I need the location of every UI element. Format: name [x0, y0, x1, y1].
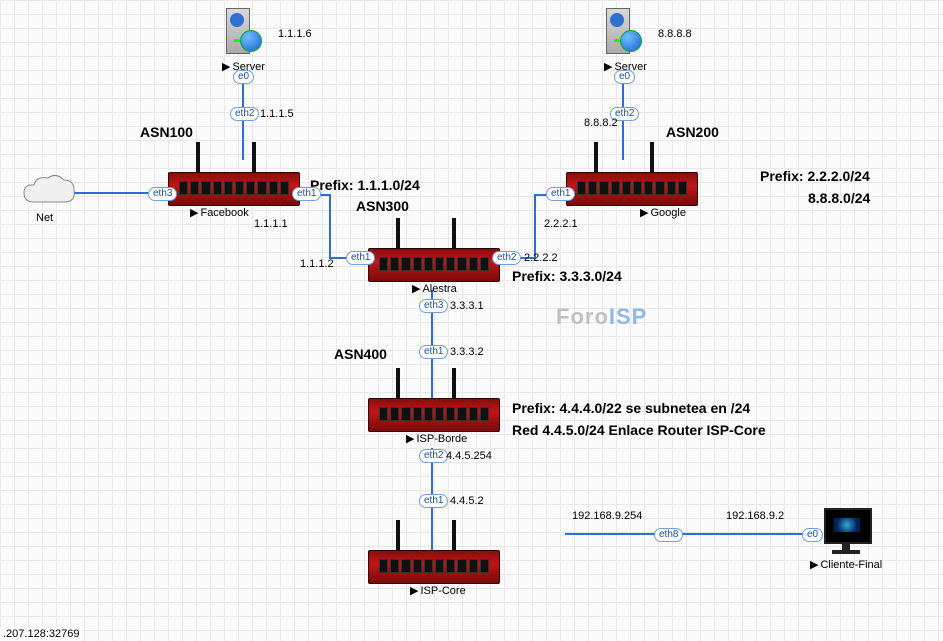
cliente-label: ▶Cliente-Final [810, 558, 882, 571]
eth-fb-eth1: eth1 [292, 187, 321, 201]
server2-ip: 8.8.8.8 [658, 28, 692, 40]
ip-19216892: 192.168.9.2 [726, 510, 784, 522]
server-facebook [222, 8, 268, 64]
diagram-canvas: Net ▶Server 1.1.1.6 ▶Server 8.8.8.8 ASN1… [0, 0, 943, 641]
ip-1921689254: 192.168.9.254 [572, 510, 642, 522]
asn200: ASN200 [666, 124, 719, 140]
status-coordinates: .207.128:32769 [0, 627, 82, 641]
router-google [566, 142, 696, 204]
router-facebook [168, 142, 298, 204]
ip-3331: 3.3.3.1 [450, 300, 484, 312]
net-cloud [20, 172, 78, 212]
ip-1111: 1.1.1.1 [254, 218, 288, 230]
eth-s1-e0: e0 [233, 70, 254, 84]
ip-2221: 2.2.2.1 [544, 218, 578, 230]
eth-cl-e0: e0 [802, 528, 823, 542]
ip-1112: 1.1.1.2 [300, 258, 334, 270]
eth-al-eth3: eth3 [419, 299, 448, 313]
ip-3332: 3.3.3.2 [450, 346, 484, 358]
alestra-label: ▶Alestra [412, 282, 457, 295]
ispborde-note: Red 4.4.5.0/24 Enlace Router ISP-Core [512, 422, 766, 438]
eth-fb-eth2: eth2 [230, 107, 259, 121]
asn100: ASN100 [140, 124, 193, 140]
google-prefix2: 8.8.8.0/24 [808, 190, 870, 206]
eth-fb-eth3: eth3 [148, 187, 177, 201]
router-alestra [368, 218, 498, 280]
alestra-prefix: Prefix: 3.3.3.0/24 [512, 268, 622, 284]
eth-co-eth8: eth8 [654, 528, 683, 542]
ip-4452: 4.4.5.2 [450, 495, 484, 507]
facebook-label: ▶Facebook [190, 206, 249, 219]
server1-ip: 1.1.1.6 [278, 28, 312, 40]
eth-co-eth1: eth1 [419, 494, 448, 508]
google-prefix1: Prefix: 2.2.2.0/24 [760, 168, 870, 184]
eth-al-eth1: eth1 [346, 251, 375, 265]
ip-2222: 2.2.2.2 [524, 252, 558, 264]
ip-8882: 8.8.8.2 [584, 117, 618, 129]
server-google [602, 8, 648, 64]
asn400: ASN400 [334, 346, 387, 362]
eth-al-eth2: eth2 [492, 251, 521, 265]
asn300: ASN300 [356, 198, 409, 214]
ip-1115: 1.1.1.5 [260, 108, 294, 120]
router-isp-core [368, 520, 498, 582]
eth-s2-e0: e0 [614, 70, 635, 84]
google-label: ▶Google [640, 206, 686, 219]
router-isp-borde [368, 368, 498, 430]
eth-gg-eth1: eth1 [546, 187, 575, 201]
ispcore-label: ▶ISP-Core [410, 584, 466, 597]
eth-bd-eth1: eth1 [419, 345, 448, 359]
eth-bd-eth2: eth2 [419, 449, 448, 463]
ip-445254: 4.4.5.254 [446, 450, 492, 462]
facebook-prefix: Prefix: 1.1.1.0/24 [310, 177, 420, 193]
net-label: Net [36, 212, 53, 224]
watermark: ForoISP [556, 304, 647, 330]
cliente-final [820, 508, 872, 556]
ispborde-label: ▶ISP-Borde [406, 432, 467, 445]
ispborde-prefix: Prefix: 4.4.4.0/22 se subnetea en /24 [512, 400, 750, 416]
